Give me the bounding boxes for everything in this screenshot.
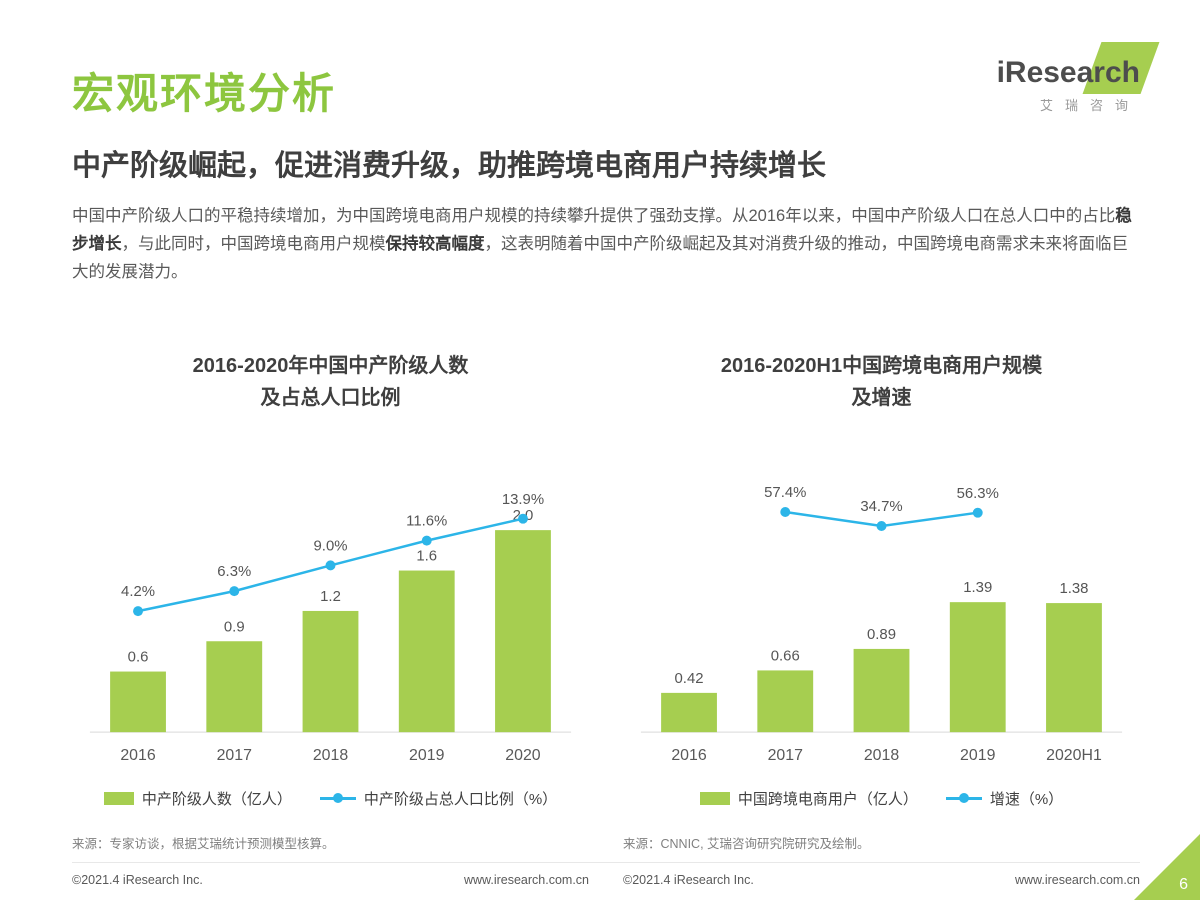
x-tick-label: 2017 (217, 747, 253, 764)
bar-value-label: 0.42 (675, 671, 704, 687)
intro-paragraph: 中国中产阶级人口的平稳持续增加，为中国跨境电商用户规模的持续攀升提供了强劲支撑。… (72, 202, 1140, 286)
line-swatch-icon (945, 796, 982, 800)
x-tick-label: 2016 (120, 747, 156, 764)
line-marker (780, 507, 791, 517)
legend-label-line: 增速（%） (989, 790, 1064, 808)
bar-2017 (206, 641, 263, 733)
page-title: 宏观环境分析 (72, 70, 337, 117)
copyright-text: ©2021.4 iResearch Inc. (623, 873, 754, 887)
paragraph-segment: 保持较高幅度 (385, 235, 485, 253)
source-note: 来源：专家访谈，根据艾瑞统计预测模型核算。 (72, 836, 335, 851)
legend-label-bar: 中产阶级人数（亿人） (141, 790, 292, 808)
bar-2016 (661, 692, 717, 733)
paragraph-segment: 中国中产阶级人口的平稳持续增加，为中国跨境电商用户规模的持续攀升提供了强劲支撑。… (72, 207, 1116, 225)
source-note: 来源：CNNIC, 艾瑞咨询研究院研究及绘制。 (623, 836, 870, 851)
line-marker (518, 513, 528, 524)
page-subtitle: 中产阶级崛起，促进消费升级，助推跨境电商用户持续增长 (72, 150, 827, 182)
charts-section: 2016-2020年中国中产阶级人数 及占总人口比例 0.6 2016 0.9 201… (72, 350, 1140, 852)
bar-2018 (302, 610, 359, 733)
line-value-label: 56.3% (957, 486, 999, 502)
line-swatch-icon (319, 796, 356, 800)
x-tick-label: 2019 (960, 747, 996, 764)
website-text: www.iresearch.com.cn (463, 873, 589, 887)
chart-middle-class: 2016-2020年中国中产阶级人数 及占总人口比例 0.6 2016 0.9 201… (72, 350, 589, 852)
chart-title: 2016-2020年中国中产阶级人数 及占总人口比例 (72, 350, 589, 414)
legend-label-line: 中产阶级占总人口比例（%） (363, 790, 558, 808)
footer: ©2021.4 iResearch Inc. www.iresearch.com… (72, 862, 1140, 887)
legend-item-line: 增速（%） (945, 788, 1064, 809)
page-number: 6 (1179, 876, 1188, 893)
bar-line-chart-middle-class: 0.620160.920171.220181.620192.020204.2%6… (89, 492, 572, 764)
line-marker (229, 586, 240, 597)
bar-2020H1 (1046, 603, 1102, 733)
chart-title-line1: 2016-2020H1中国跨境电商用户规模 (720, 355, 1043, 377)
website-text: www.iresearch.com.cn (1014, 873, 1140, 887)
legend-item-line: 中产阶级占总人口比例（%） (319, 788, 558, 809)
legend-label-bar: 中国跨境电商用户（亿人） (737, 790, 918, 808)
bar-value-label: 0.9 (224, 619, 245, 635)
iresearch-logo: iResearch 艾瑞咨询 (970, 42, 1160, 114)
copyright-text: ©2021.4 iResearch Inc. (72, 873, 203, 887)
logo-brand-cn: 艾瑞咨询 (1039, 98, 1140, 113)
line-marker (133, 606, 143, 617)
bar-2016 (110, 671, 166, 733)
page-number-corner: 6 (1134, 834, 1200, 900)
bar-swatch-icon (103, 791, 134, 805)
line-value-label: 34.7% (860, 499, 902, 515)
bar-2017 (757, 670, 814, 733)
line-marker (325, 560, 336, 571)
line-value-label: 57.4% (764, 485, 806, 501)
bar-2018 (853, 648, 910, 733)
chart-title-line2: 及增速 (851, 387, 912, 409)
bar-swatch-icon (699, 791, 730, 805)
bar-2020 (495, 530, 551, 733)
line-value-label: 11.6% (406, 514, 447, 530)
line-marker (421, 535, 432, 546)
bar-value-label: 0.66 (771, 648, 800, 664)
x-tick-label: 2020H1 (1046, 747, 1102, 764)
line-value-label: 9.0% (314, 538, 348, 554)
x-tick-label: 2020 (505, 747, 541, 764)
x-tick-label: 2018 (864, 747, 900, 764)
bar-2019 (949, 602, 1006, 733)
x-tick-label: 2018 (313, 747, 349, 764)
line-marker (972, 507, 983, 518)
x-tick-label: 2017 (768, 747, 804, 764)
x-tick-label: 2016 (671, 747, 707, 764)
line-value-label: 4.2% (121, 584, 155, 600)
line-value-label: 13.9% (502, 492, 544, 508)
bar-value-label: 1.38 (1059, 581, 1088, 597)
line-marker (876, 521, 887, 531)
x-tick-label: 2019 (409, 747, 445, 764)
chart-title-line2: 及占总人口比例 (260, 387, 401, 409)
paragraph-segment: ，与此同时，中国跨境电商用户规模 (121, 235, 386, 253)
bar-value-label: 1.2 (320, 589, 341, 605)
bar-value-label: 1.6 (416, 549, 437, 565)
footer-left: ©2021.4 iResearch Inc. www.iresearch.com… (72, 873, 589, 887)
legend-item-bar: 中国跨境电商用户（亿人） (699, 788, 918, 809)
bar-2019 (398, 570, 455, 733)
legend: 中产阶级人数（亿人） 中产阶级占总人口比例（%） (72, 788, 589, 809)
chart-title-line1: 2016-2020年中国中产阶级人数 (192, 355, 469, 377)
footer-right: ©2021.4 iResearch Inc. www.iresearch.com… (623, 873, 1140, 887)
chart-title: 2016-2020H1中国跨境电商用户规模 及增速 (623, 350, 1140, 414)
paragraph-segment: ，这表明随着中国中产阶级崛起及其对消费升级的推动，中国跨境电商需求未来将面临巨大… (72, 235, 1128, 281)
chart-crossborder-users: 2016-2020H1中国跨境电商用户规模 及增速 0.42 2016 0.66 20… (623, 350, 1140, 852)
bar-value-label: 0.89 (867, 627, 896, 643)
legend-item-bar: 中产阶级人数（亿人） (103, 788, 292, 809)
logo-brand: iResearch (996, 56, 1140, 89)
line-value-label: 6.3% (217, 564, 251, 580)
bar-line-chart-crossborder-users: 0.42 2016 0.66 2017 0.89 2018 1.39 2019 1.38 2020… (640, 485, 1123, 764)
bar-value-label: 1.39 (963, 580, 992, 596)
paragraph-segment: 稳步增长 (72, 207, 1132, 253)
legend: 中国跨境电商用户（亿人） 增速（%） (623, 788, 1140, 809)
bar-value-label: 0.6 (128, 650, 149, 666)
